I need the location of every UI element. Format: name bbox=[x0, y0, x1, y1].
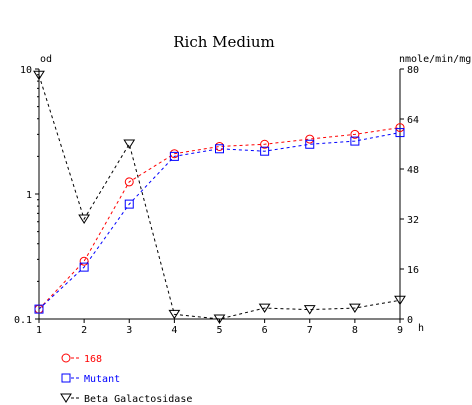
data-point-triangle-down bbox=[213, 314, 226, 324]
data-point-circle bbox=[260, 139, 270, 149]
data-point-circle bbox=[124, 177, 134, 187]
legend-marker-triangle-down bbox=[60, 393, 72, 403]
x-tick-label: 6 bbox=[262, 325, 268, 336]
right-tick-label: 64 bbox=[407, 115, 419, 126]
x-tick-label: 1 bbox=[36, 325, 42, 336]
series-line-2 bbox=[38, 132, 401, 310]
x-tick-label: 7 bbox=[307, 325, 313, 336]
legend-item: Beta Galactosidase bbox=[60, 393, 192, 405]
data-point-square bbox=[79, 262, 89, 272]
data-point-triangle-down bbox=[348, 303, 361, 314]
right-tick-label: 32 bbox=[407, 215, 419, 226]
x-tick-label: 9 bbox=[397, 325, 403, 336]
data-point-triangle-down bbox=[78, 214, 91, 224]
right-tick-label: 16 bbox=[407, 265, 419, 276]
legend-marker-circle bbox=[61, 353, 71, 363]
right-tick-label: 80 bbox=[407, 65, 419, 76]
right-axis-label: nmole/min/mg bbox=[399, 54, 471, 65]
data-point-square bbox=[395, 128, 405, 138]
right-tick-label: 0 bbox=[407, 315, 413, 326]
x-tick-label: 2 bbox=[81, 325, 87, 336]
data-point-square bbox=[215, 144, 224, 154]
data-point-square bbox=[124, 199, 134, 209]
series-line-1 bbox=[38, 127, 401, 310]
left-tick-label: 10 bbox=[20, 65, 32, 76]
left-tick-label: 0.1 bbox=[14, 315, 32, 326]
x-tick-label: 4 bbox=[171, 325, 177, 336]
data-point-square bbox=[305, 139, 315, 149]
data-point-triangle-down bbox=[123, 139, 136, 149]
data-point-triangle-down bbox=[303, 305, 316, 315]
data-point-triangle-down bbox=[33, 70, 45, 81]
legend-label: 168 bbox=[84, 354, 102, 365]
x-axis-label: h bbox=[418, 323, 424, 334]
data-point-triangle-down bbox=[394, 295, 406, 306]
data-point-square bbox=[169, 151, 179, 161]
data-point-circle bbox=[395, 123, 405, 133]
data-point-square bbox=[260, 146, 270, 156]
data-point-square bbox=[350, 136, 360, 146]
data-point-circle bbox=[350, 129, 360, 139]
x-tick-label: 8 bbox=[352, 325, 358, 336]
legend: 168 Mutant Beta Galactosidase bbox=[60, 353, 192, 405]
legend-label: Beta Galactosidase bbox=[84, 394, 192, 405]
data-point-triangle-down bbox=[258, 303, 271, 314]
data-point-square bbox=[34, 304, 44, 314]
axes bbox=[38, 69, 401, 320]
legend-item: Mutant bbox=[61, 373, 120, 385]
series-line-3 bbox=[38, 75, 401, 320]
series-lines bbox=[38, 75, 401, 320]
chart-title: Rich Medium bbox=[173, 33, 274, 51]
left-tick-label: 1 bbox=[26, 190, 32, 201]
ticks: 1 2 3 4 5 6 7 8 9 0.1 1 10 0 16 32 48 64 80 bbox=[14, 65, 419, 336]
x-tick-label: 3 bbox=[126, 325, 132, 336]
legend-label: Mutant bbox=[84, 374, 120, 385]
data-point-circle bbox=[305, 134, 315, 144]
legend-item: 168 bbox=[61, 353, 102, 365]
legend-marker-square bbox=[61, 373, 71, 383]
series-markers bbox=[33, 70, 406, 324]
data-point-triangle-down bbox=[168, 309, 181, 320]
left-axis-label: od bbox=[40, 54, 52, 65]
x-tick-label: 5 bbox=[216, 325, 222, 336]
right-tick-label: 48 bbox=[407, 165, 419, 176]
data-point-circle bbox=[79, 256, 89, 266]
